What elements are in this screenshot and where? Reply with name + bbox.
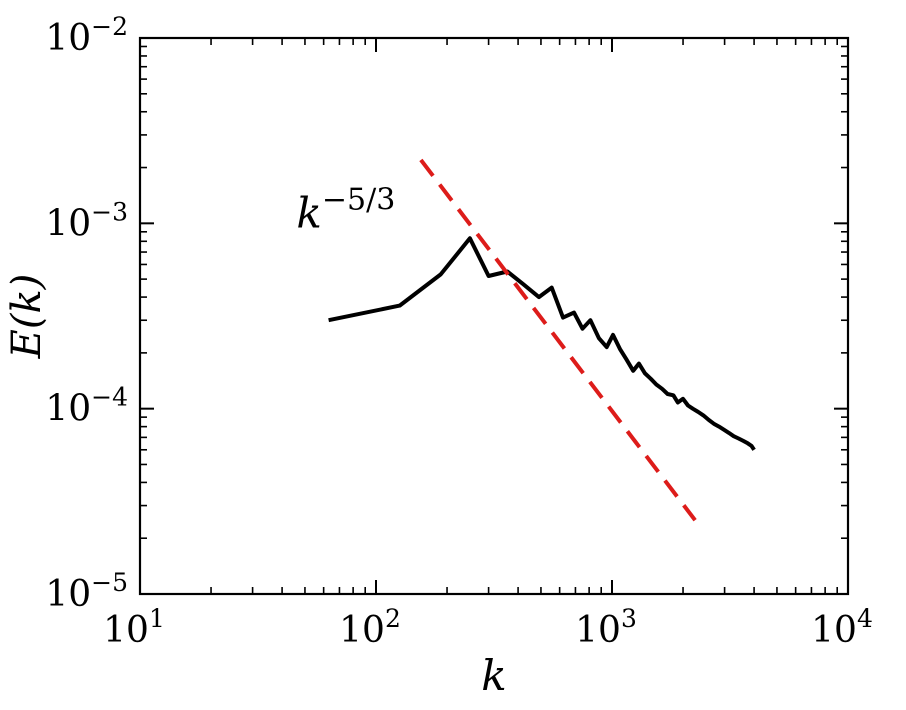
x-tick-label-base: 10 <box>811 610 857 651</box>
x-tick-label: 103 <box>575 604 637 651</box>
y-tick-label: 10−5 <box>45 568 128 615</box>
series-layer <box>328 158 756 522</box>
slope-annotation: k−5/3 <box>296 182 395 237</box>
plot-frame <box>138 36 850 596</box>
y-axis-label: E(k) <box>4 274 50 360</box>
x-tick-label-exponent: 1 <box>149 604 165 633</box>
y-tick-label-exponent: −4 <box>91 383 128 412</box>
energy-spectrum-line <box>328 236 756 451</box>
y-tick-label-base: 10 <box>45 203 91 244</box>
y-tick-label-base: 10 <box>45 389 91 430</box>
slope-annotation-exponent: −5/3 <box>322 182 395 217</box>
x-axis-label: k <box>481 651 506 700</box>
power-law-reference-line <box>419 158 697 522</box>
y-tick-label: 10−4 <box>45 383 128 430</box>
x-tick-label-base: 10 <box>103 610 149 651</box>
y-tick-label-exponent: −3 <box>91 197 128 226</box>
y-tick-label-base: 10 <box>45 574 91 615</box>
x-tick-label-exponent: 4 <box>857 604 873 633</box>
x-tick-label-exponent: 2 <box>385 604 401 633</box>
y-tick-label-exponent: −2 <box>91 12 128 41</box>
x-tick-label: 102 <box>339 604 401 651</box>
slope-annotation-base: k <box>296 188 321 237</box>
y-tick-label: 10−2 <box>45 12 128 59</box>
x-tick-label: 101 <box>103 604 165 651</box>
x-tick-label-exponent: 3 <box>621 604 637 633</box>
y-tick-label-base: 10 <box>45 18 91 59</box>
x-tick-label: 104 <box>811 604 873 651</box>
x-tick-label-base: 10 <box>575 610 621 651</box>
y-tick-label: 10−3 <box>45 197 128 244</box>
x-tick-label-base: 10 <box>339 610 385 651</box>
y-tick-label-exponent: −5 <box>91 568 128 597</box>
